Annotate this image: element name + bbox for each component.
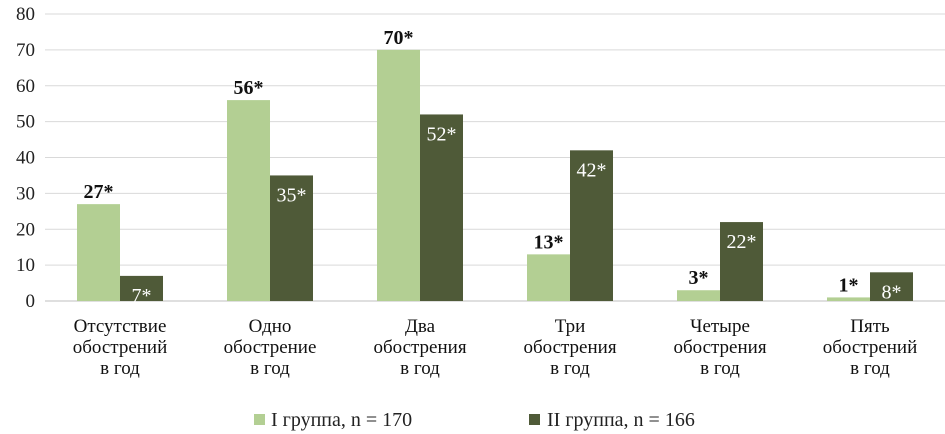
x-category-label: в год	[250, 358, 290, 379]
legend-label: II группа, n = 166	[547, 409, 695, 431]
legend-label: I группа, n = 170	[271, 409, 412, 431]
y-tick-label: 40	[16, 148, 35, 169]
x-category-label: обострения	[673, 337, 766, 358]
bar-series-1	[527, 254, 570, 301]
legend-swatch	[529, 414, 540, 425]
data-label: 8*	[882, 281, 902, 303]
x-category-label: обострений	[73, 337, 168, 358]
x-category-label: в год	[850, 358, 890, 379]
grid-lines	[45, 13, 945, 302]
bar-series-1	[77, 204, 120, 301]
bar-labels: 27* 7* 56* 35* 70* 52* 13* 42* 3* 22* 1* 8*	[84, 27, 902, 307]
bar-series-2	[120, 275, 163, 301]
y-tick-label: 60	[16, 76, 35, 97]
y-tick-label: 10	[16, 255, 35, 276]
y-tick-label: 30	[16, 183, 35, 204]
data-label: 13*	[534, 231, 564, 253]
legend-swatch	[254, 414, 265, 425]
bar-series-2	[420, 114, 463, 301]
y-tick-label: 50	[16, 112, 35, 133]
y-tick-label: 80	[16, 4, 35, 25]
x-category-label: обострение	[224, 337, 317, 358]
bar-series-2	[720, 222, 763, 301]
data-label: 7*	[132, 285, 152, 307]
y-tick-label: 20	[16, 219, 35, 240]
data-label: 35*	[277, 184, 307, 206]
x-category-label: обострения	[523, 337, 616, 358]
data-label: 27*	[84, 181, 114, 203]
legend: I группа, n = 170 II группа, n = 166	[254, 409, 695, 431]
bar-series-2	[870, 272, 913, 301]
x-category-label: в год	[550, 358, 590, 379]
x-category-label: в год	[700, 358, 740, 379]
x-category-label: обострений	[823, 337, 918, 358]
data-label: 3*	[689, 267, 709, 289]
y-axis: 0 10 20 30 40 50 60 70 80	[16, 4, 35, 312]
bar-series-1	[227, 100, 270, 301]
data-label: 56*	[234, 77, 264, 99]
data-label: 70*	[384, 27, 414, 49]
y-tick-label: 0	[26, 291, 36, 312]
x-category-label: в год	[400, 358, 440, 379]
x-category-label: Четыре	[690, 316, 750, 337]
x-category-label: Одно	[249, 316, 292, 337]
bar-series-1	[827, 297, 870, 301]
bar-series-1	[377, 49, 420, 301]
data-label: 52*	[427, 123, 457, 145]
bar-series-1	[677, 290, 720, 301]
bars	[77, 49, 913, 301]
bar-series-2	[270, 175, 313, 301]
data-label: 22*	[727, 231, 757, 253]
x-category-label: Пять	[850, 316, 890, 337]
y-tick-label: 70	[16, 40, 35, 61]
bar-series-2	[570, 150, 613, 301]
data-label: 42*	[577, 159, 607, 181]
x-category-label: обострения	[373, 337, 466, 358]
x-category-label: Три	[555, 316, 586, 337]
x-category-label: в год	[100, 358, 140, 379]
x-category-label: Два	[405, 316, 436, 337]
data-label: 1*	[839, 274, 859, 296]
x-category-label: Отсутствие	[74, 316, 167, 337]
